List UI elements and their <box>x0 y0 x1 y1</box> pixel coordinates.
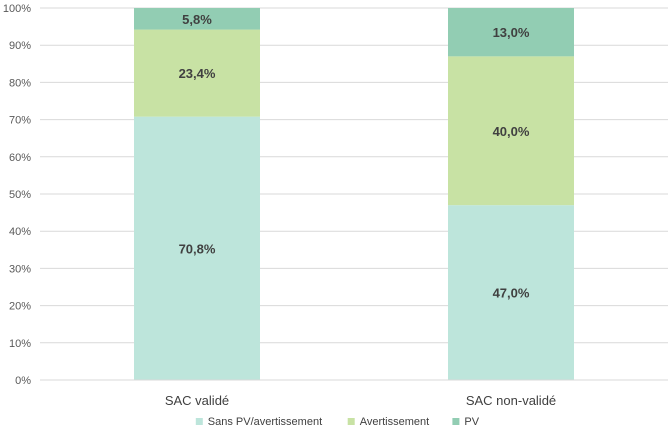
legend-swatch <box>347 418 355 425</box>
y-tick-label: 70% <box>9 115 31 127</box>
y-tick-label: 40% <box>9 226 31 238</box>
bar-segment <box>448 8 574 57</box>
y-tick-label: 60% <box>9 152 31 164</box>
data-label: 5,8% <box>182 12 212 27</box>
bar-segment <box>134 29 260 117</box>
bar-segment <box>448 56 574 206</box>
data-label: 40,0% <box>493 124 530 139</box>
data-label: 70,8% <box>179 241 216 256</box>
legend-label: Sans PV/avertissement <box>208 416 322 428</box>
legend-label: PV <box>464 416 479 428</box>
y-tick-label: 0% <box>15 375 31 387</box>
y-tick-label: 20% <box>9 301 31 313</box>
data-label: 13,0% <box>493 25 530 40</box>
x-category-label: SAC validé <box>165 393 229 408</box>
y-tick-label: 30% <box>9 263 31 275</box>
data-label: 23,4% <box>179 66 216 81</box>
y-tick-label: 80% <box>9 77 31 89</box>
legend-swatch <box>452 418 460 425</box>
data-label: 47,0% <box>493 286 530 301</box>
bar-segment <box>134 8 260 30</box>
y-tick-label: 50% <box>9 189 31 201</box>
legend-label: Avertissement <box>360 416 430 428</box>
legend-swatch <box>195 418 203 425</box>
x-category-label: SAC non-validé <box>466 393 556 408</box>
bar-segment <box>448 205 574 380</box>
y-tick-label: 90% <box>9 40 31 52</box>
y-tick-label: 10% <box>9 338 31 350</box>
y-tick-label: 100% <box>3 3 31 15</box>
bar-segment <box>134 116 260 381</box>
